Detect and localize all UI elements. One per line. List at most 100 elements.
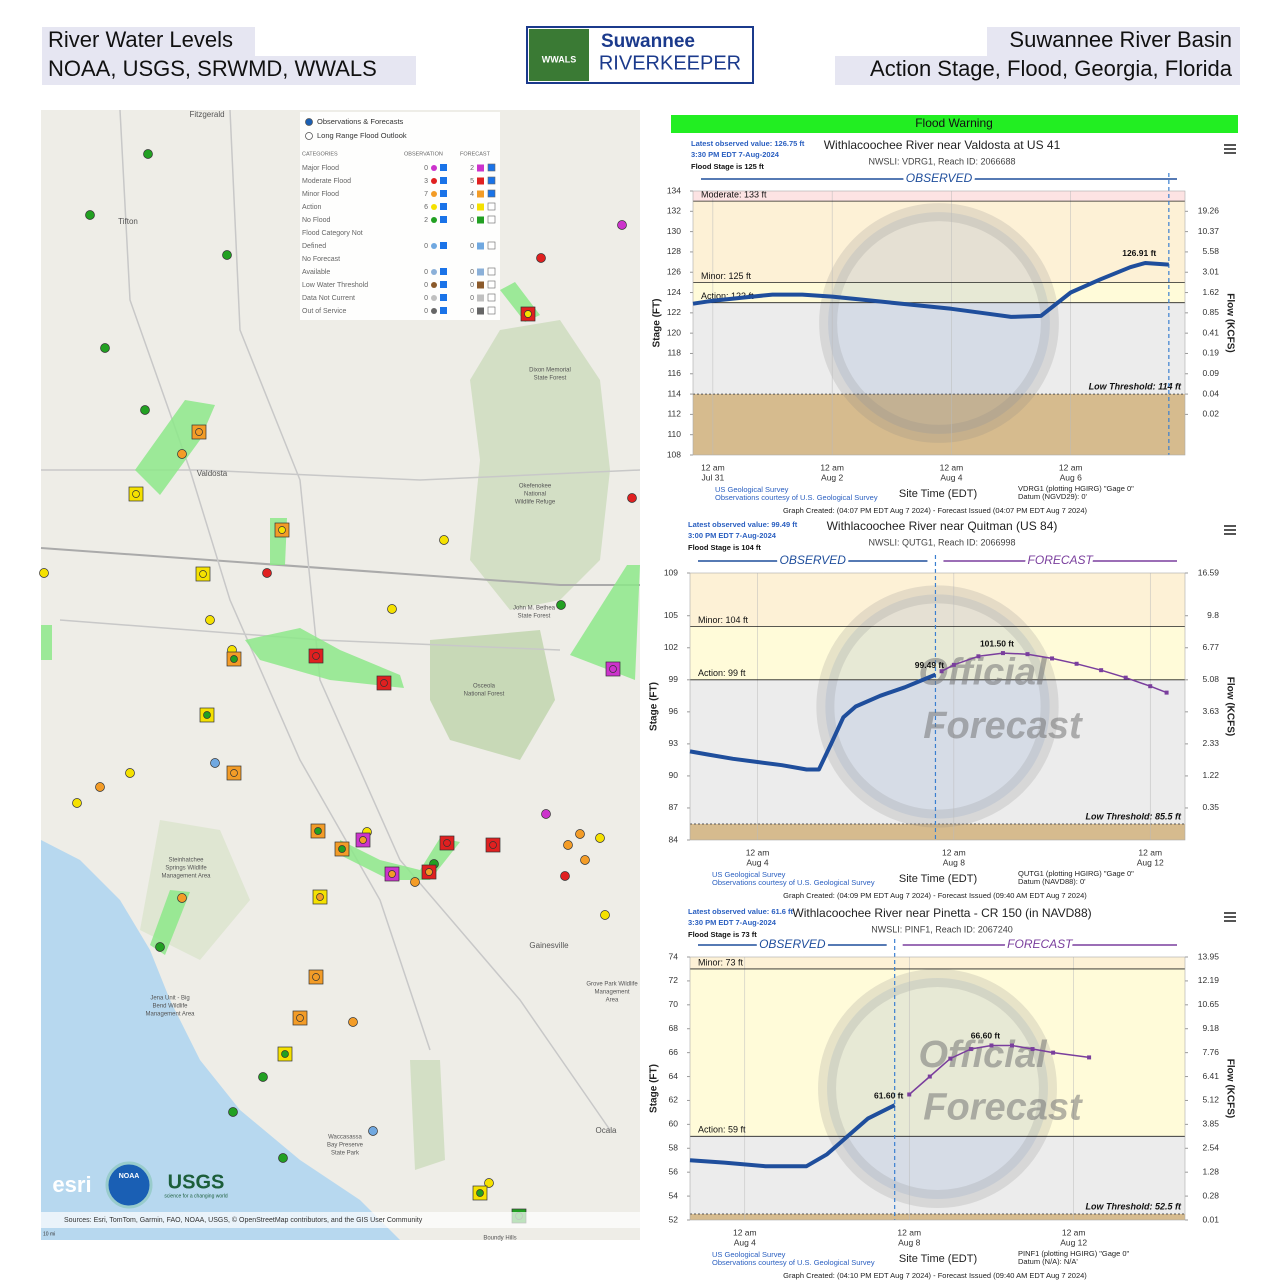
- gage-info: VDRG1 (plotting HGIRG) "Gage 0": [1018, 484, 1134, 493]
- gauge-marker: [348, 1017, 358, 1027]
- y-tick-label: 118: [667, 348, 681, 358]
- flood-stage: Flood Stage is 73 ft: [688, 930, 757, 939]
- forecast-count: 2: [470, 165, 474, 172]
- y2-tick-label: 1.62: [1202, 287, 1219, 297]
- latest-observed: 3:30 PM EDT 7-Aug-2024: [688, 918, 777, 927]
- place-label: Steinhatchee: [168, 858, 204, 864]
- place-label: Fitzgerald: [189, 110, 224, 119]
- watermark: Official: [918, 651, 1048, 693]
- x-tick-label: Aug 12: [1060, 1237, 1087, 1247]
- menu-icon[interactable]: [1224, 525, 1236, 535]
- y-tick-label: 126: [667, 266, 681, 276]
- gauge-marker: [230, 655, 238, 663]
- y-axis-title: Stage (FT): [652, 299, 663, 348]
- checkbox[interactable]: [440, 268, 447, 275]
- x-tick-label: 12 am: [897, 1227, 921, 1237]
- forecast-point: [927, 1074, 932, 1079]
- checkbox[interactable]: [440, 203, 447, 210]
- checkbox[interactable]: [440, 190, 447, 197]
- gauge-marker: [380, 679, 388, 687]
- y-tick-label: 110: [667, 429, 681, 439]
- legend-swatch: [431, 282, 437, 288]
- y-tick-label: 58: [669, 1143, 679, 1153]
- place-label: Okefenokee: [519, 484, 552, 490]
- gauge-marker: [177, 893, 187, 903]
- gauge-marker: [560, 871, 570, 881]
- checkbox[interactable]: [487, 163, 496, 172]
- header-box: [42, 56, 416, 85]
- series-label: OBSERVED: [759, 937, 826, 951]
- checkbox[interactable]: [487, 280, 496, 289]
- menu-icon[interactable]: [1224, 912, 1236, 922]
- y2-tick-label: 9.8: [1207, 610, 1219, 620]
- checkbox[interactable]: [487, 189, 496, 198]
- checkbox[interactable]: [487, 267, 496, 276]
- place-label: Dixon Memorial: [529, 368, 571, 374]
- scale-label: 10 mi: [43, 1231, 55, 1237]
- y2-tick-label: 0.19: [1202, 348, 1219, 358]
- gauge-marker: [489, 841, 497, 849]
- header-right: Action Stage, Flood, Georgia, Florida: [870, 56, 1233, 81]
- gauge-marker: [140, 405, 150, 415]
- legend-swatch: [431, 269, 437, 275]
- roads: [41, 109, 641, 1131]
- checkbox[interactable]: [440, 216, 447, 223]
- checkbox[interactable]: [440, 294, 447, 301]
- checkbox[interactable]: [487, 176, 496, 185]
- radio: [305, 118, 313, 126]
- data-label: 101.50 ft: [980, 638, 1014, 648]
- y2-tick-label: 5.58: [1202, 246, 1219, 256]
- threshold-label: Moderate: 133 ft: [701, 190, 767, 200]
- place-label: Osceola: [473, 684, 496, 690]
- menu-icon[interactable]: [1224, 144, 1236, 154]
- checkbox[interactable]: [487, 241, 496, 250]
- chart-title: Withlacoochee River near Pinetta - CR 15…: [792, 906, 1091, 920]
- gauge-marker: [72, 798, 82, 808]
- threshold-label: Action: 99 ft: [698, 668, 746, 678]
- series-label: FORECAST: [1007, 937, 1074, 951]
- checkbox[interactable]: [440, 177, 447, 184]
- legend-option: Long Range Flood Outlook: [317, 131, 407, 140]
- y2-tick-label: 3.01: [1202, 266, 1219, 276]
- checkbox[interactable]: [440, 242, 447, 249]
- legend-category: Moderate Flood: [302, 178, 351, 185]
- place-label: John M. Bethea: [513, 606, 556, 612]
- gauge-marker: [281, 1050, 289, 1058]
- plot-frame: [689, 572, 1186, 841]
- threshold-label: Minor: 125 ft: [701, 271, 752, 281]
- gauge-marker: [85, 210, 95, 220]
- place-label: Waccasassa: [328, 1135, 362, 1141]
- legend-category: Data Not Current: [302, 295, 355, 302]
- checkbox[interactable]: [487, 293, 496, 302]
- checkbox[interactable]: [487, 306, 496, 315]
- y2-tick-label: 6.77: [1202, 642, 1219, 652]
- y2-axis-title: Flow (KCFS): [1224, 293, 1235, 352]
- y-tick-label: 56: [669, 1166, 679, 1176]
- series-label: FORECAST: [1028, 553, 1095, 567]
- logo-text: RIVERKEEPER: [599, 52, 741, 74]
- legend-category: No Forecast: [302, 256, 340, 263]
- legend-category: Out of Service: [302, 308, 346, 315]
- y-tick-label: 64: [669, 1071, 679, 1081]
- x-tick-label: 12 am: [1138, 847, 1162, 857]
- checkbox[interactable]: [487, 202, 496, 211]
- data-label: 99.49 ft: [915, 660, 944, 670]
- checkbox[interactable]: [440, 164, 447, 171]
- checkbox[interactable]: [487, 215, 496, 224]
- observation-count: 0: [424, 282, 428, 289]
- y-axis-title: Stage (FT): [649, 1064, 660, 1113]
- checkbox[interactable]: [440, 307, 447, 314]
- threshold-band: [690, 573, 1185, 627]
- gauge-marker: [210, 758, 220, 768]
- legend-swatch: [431, 295, 437, 301]
- observation-count: 0: [424, 165, 428, 172]
- forecast-count: 0: [470, 269, 474, 276]
- x-tick-label: 12 am: [701, 462, 725, 472]
- y-tick-label: 109: [664, 567, 678, 577]
- watermark-seal: [816, 585, 1059, 828]
- low-band: [690, 1214, 1185, 1220]
- checkbox[interactable]: [440, 281, 447, 288]
- gauge-marker: [312, 973, 320, 981]
- observation-count: 0: [424, 308, 428, 315]
- forecast-point: [1148, 684, 1153, 689]
